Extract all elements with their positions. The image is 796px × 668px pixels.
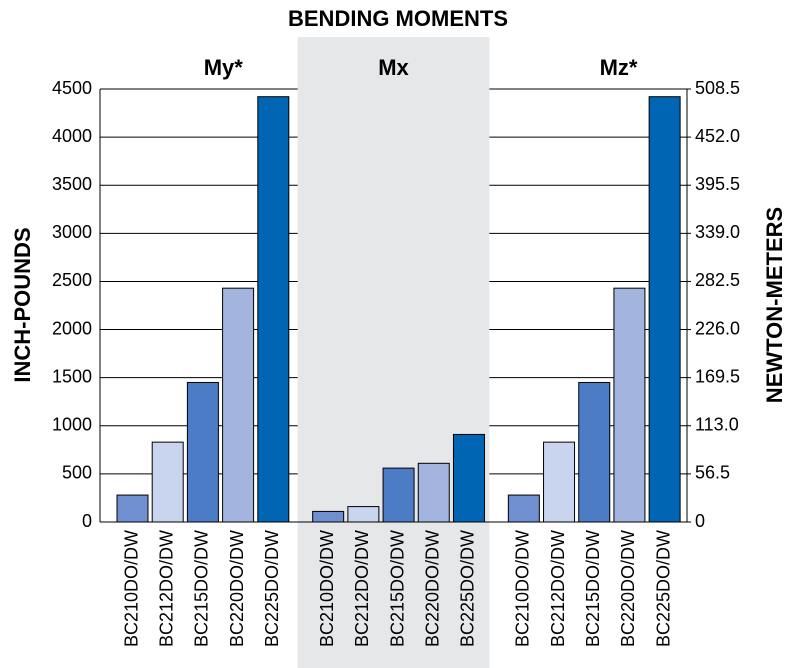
y2-tick-label: 452.0 bbox=[695, 126, 740, 146]
x-tick-label: BC225DO/DW bbox=[262, 530, 282, 647]
bar bbox=[382, 467, 415, 523]
x-tick-label: BC215DO/DW bbox=[387, 530, 407, 647]
x-tick-label: BC225DO/DW bbox=[458, 530, 478, 647]
y2-tick-label: 113.0 bbox=[695, 415, 739, 435]
y-tick-label: 3000 bbox=[52, 222, 92, 242]
y-tick-label: 4000 bbox=[52, 126, 92, 146]
x-tick-label: BC212DO/DW bbox=[548, 530, 568, 647]
group-band bbox=[297, 37, 490, 668]
x-tick-label: BC220DO/DW bbox=[618, 530, 638, 647]
x-tick-label: BC225DO/DW bbox=[653, 530, 673, 647]
y-tick-label: 500 bbox=[62, 463, 92, 483]
bar bbox=[151, 441, 184, 523]
x-tick-label: BC215DO/DW bbox=[583, 530, 603, 647]
x-tick-label: BC210DO/DW bbox=[513, 530, 533, 647]
group-title: Mz* bbox=[600, 55, 638, 80]
bar bbox=[347, 506, 380, 523]
y-axis-title: INCH-POUNDS bbox=[10, 227, 35, 382]
y2-tick-label: 395.5 bbox=[695, 174, 740, 194]
chart-title: BENDING MOMENTS bbox=[288, 6, 508, 31]
bar bbox=[507, 494, 540, 523]
bar bbox=[578, 381, 611, 523]
y-tick-label: 3500 bbox=[52, 174, 92, 194]
bar bbox=[312, 510, 345, 523]
y2-tick-label: 508.5 bbox=[695, 78, 740, 98]
group-title: My* bbox=[204, 55, 244, 80]
y2-tick-label: 56.5 bbox=[695, 463, 730, 483]
y-tick-label: 2000 bbox=[52, 318, 92, 338]
x-tick-label: BC220DO/DW bbox=[227, 530, 247, 647]
y-tick-label: 1500 bbox=[52, 366, 92, 386]
bar bbox=[186, 381, 219, 523]
x-tick-label: BC210DO/DW bbox=[121, 530, 141, 647]
bar bbox=[543, 441, 576, 523]
x-tick-label: BC212DO/DW bbox=[352, 530, 372, 647]
bar bbox=[452, 433, 485, 523]
group-title: Mx bbox=[378, 55, 409, 80]
y-tick-label: 1000 bbox=[52, 415, 92, 435]
bar bbox=[648, 96, 681, 523]
x-tick-label: BC210DO/DW bbox=[317, 530, 337, 647]
x-tick-label: BC215DO/DW bbox=[192, 530, 212, 647]
bar bbox=[417, 462, 450, 523]
bar bbox=[613, 287, 646, 523]
y2-tick-label: 169.5 bbox=[695, 366, 740, 386]
y2-axis-title: NEWTON-METERS bbox=[762, 207, 787, 403]
bar bbox=[222, 287, 255, 523]
y2-tick-label: 339.0 bbox=[695, 222, 740, 242]
x-tick-label: BC220DO/DW bbox=[423, 530, 443, 647]
y2-tick-label: 0 bbox=[695, 511, 705, 531]
y2-tick-label: 226.0 bbox=[695, 318, 740, 338]
y-tick-label: 2500 bbox=[52, 270, 92, 290]
x-tick-label: BC212DO/DW bbox=[156, 530, 176, 647]
y2-tick-label: 282.5 bbox=[695, 270, 740, 290]
bar bbox=[257, 96, 290, 523]
bar bbox=[116, 494, 149, 523]
y-tick-label: 0 bbox=[82, 511, 92, 531]
y-tick-label: 4500 bbox=[52, 78, 92, 98]
